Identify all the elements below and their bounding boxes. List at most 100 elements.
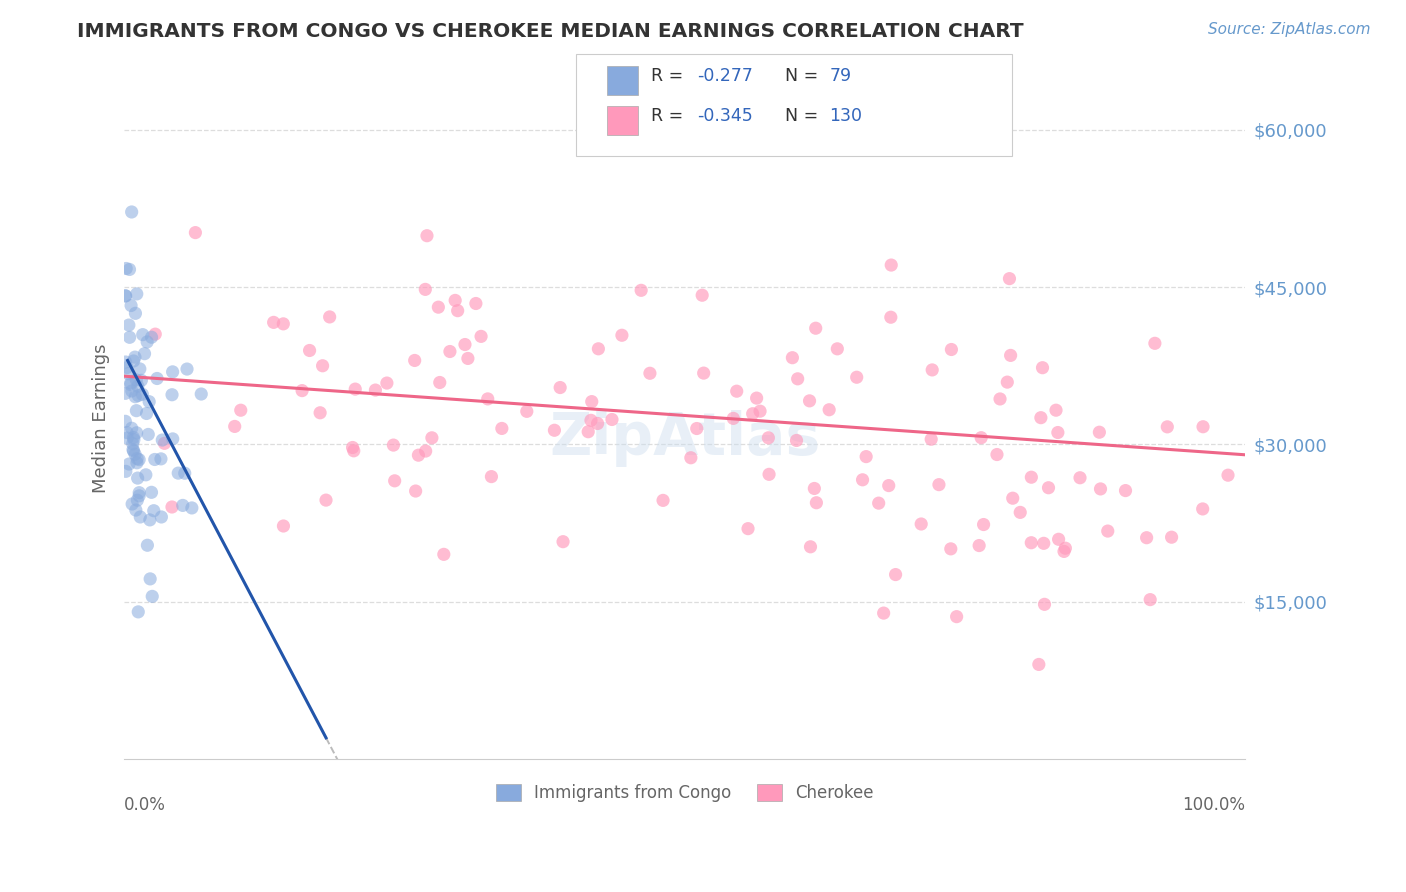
Point [723, 411, 745, 425]
Point [745, 391, 768, 405]
Point [1028, 657, 1050, 672]
Point [115, 360, 138, 375]
Point [125, 456, 148, 470]
Point [1046, 425, 1069, 440]
Point [806, 496, 828, 510]
Text: -0.277: -0.277 [697, 67, 754, 85]
Point [427, 300, 450, 314]
Point [160, 500, 183, 514]
Point [576, 425, 599, 439]
Point [818, 402, 841, 417]
Point [1045, 403, 1067, 417]
Point [167, 466, 190, 480]
Point [405, 483, 427, 498]
Point [921, 363, 943, 377]
Point [884, 567, 907, 582]
Text: 0.0%: 0.0% [124, 797, 166, 814]
Point [967, 539, 990, 553]
Point [229, 403, 252, 417]
Point [1143, 336, 1166, 351]
Point [749, 404, 772, 418]
Point [652, 493, 675, 508]
Text: 79: 79 [830, 67, 852, 85]
Point [122, 442, 145, 457]
Point [162, 365, 184, 379]
Point [273, 519, 295, 533]
Point [995, 375, 1018, 389]
Point [382, 438, 405, 452]
Point [1000, 348, 1022, 362]
Point [920, 432, 942, 446]
Point [114, 414, 136, 428]
Point [1010, 505, 1032, 519]
Point [741, 407, 763, 421]
Point [122, 444, 145, 458]
Point [114, 386, 136, 401]
Text: R =: R = [651, 67, 689, 85]
Point [1047, 533, 1070, 547]
Point [121, 436, 143, 450]
Point [1136, 531, 1159, 545]
Point [146, 371, 169, 385]
Point [128, 489, 150, 503]
Point [454, 337, 477, 351]
Point [782, 351, 804, 365]
Point [872, 606, 894, 620]
Point [118, 318, 141, 332]
Point [143, 452, 166, 467]
Point [416, 228, 439, 243]
Point [851, 473, 873, 487]
Point [855, 450, 877, 464]
Point [153, 436, 176, 450]
Point [128, 485, 150, 500]
Point [135, 407, 157, 421]
Point [413, 282, 436, 296]
Point [141, 330, 163, 344]
Text: Source: ZipAtlas.com: Source: ZipAtlas.com [1208, 22, 1371, 37]
Point [127, 493, 149, 508]
Point [470, 329, 492, 343]
Point [138, 394, 160, 409]
Point [1033, 598, 1056, 612]
Point [127, 605, 149, 619]
Point [263, 315, 285, 329]
Point [491, 421, 513, 435]
Text: N =: N = [785, 107, 824, 125]
Point [364, 383, 387, 397]
Point [184, 226, 207, 240]
Point [135, 467, 157, 482]
Point [799, 540, 821, 554]
Point [115, 261, 138, 276]
Text: IMMIGRANTS FROM CONGO VS CHEROKEE MEDIAN EARNINGS CORRELATION CHART: IMMIGRANTS FROM CONGO VS CHEROKEE MEDIAN… [77, 22, 1024, 41]
Point [481, 469, 503, 483]
Point [1053, 544, 1076, 558]
Point [464, 296, 486, 310]
Point [548, 380, 571, 394]
Point [758, 467, 780, 482]
Point [180, 500, 202, 515]
Point [139, 572, 162, 586]
Point [114, 355, 136, 369]
Point [551, 534, 574, 549]
Point [141, 485, 163, 500]
Point [1038, 481, 1060, 495]
Text: N =: N = [785, 67, 824, 85]
Point [1032, 536, 1054, 550]
Point [543, 423, 565, 437]
Point [725, 384, 748, 399]
Point [737, 522, 759, 536]
Point [786, 434, 808, 448]
Point [124, 350, 146, 364]
Point [114, 464, 136, 478]
Point [679, 450, 702, 465]
Point [1097, 524, 1119, 538]
Point [125, 503, 148, 517]
Point [756, 431, 779, 445]
Point [477, 392, 499, 406]
Point [375, 376, 398, 390]
Point [845, 370, 868, 384]
Point [121, 497, 143, 511]
Point [827, 342, 849, 356]
Point [692, 366, 714, 380]
Point [343, 443, 366, 458]
